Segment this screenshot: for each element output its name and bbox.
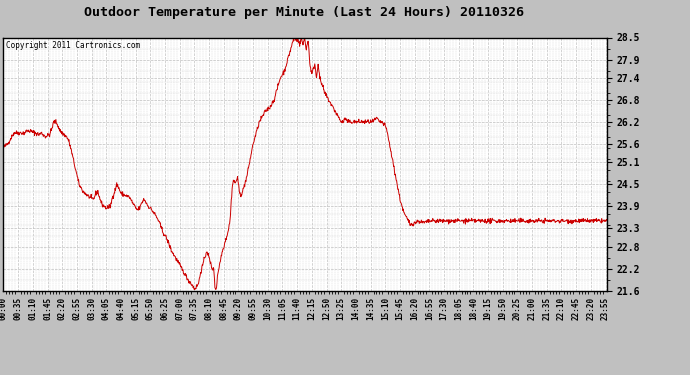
Text: Copyright 2011 Cartronics.com: Copyright 2011 Cartronics.com xyxy=(6,41,141,50)
Text: Outdoor Temperature per Minute (Last 24 Hours) 20110326: Outdoor Temperature per Minute (Last 24 … xyxy=(83,6,524,19)
